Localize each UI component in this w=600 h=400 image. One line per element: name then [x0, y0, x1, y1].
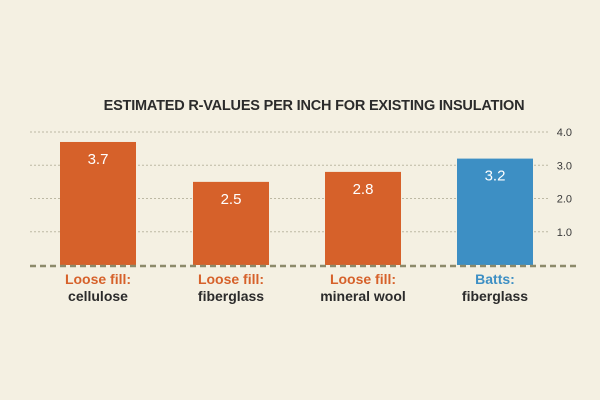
value-labels: 3.7 2.5 2.8 3.2: [88, 151, 506, 208]
y-tick-label: 4.0: [557, 127, 572, 139]
bar: [193, 181, 269, 265]
chart-title: ESTIMATED R-VALUES PER INCH FOR EXISTING…: [104, 98, 525, 114]
category-label-line2: fiberglass: [198, 288, 264, 304]
bar-value-label: 3.7: [88, 151, 109, 168]
category-label-line1: Loose fill:: [330, 271, 396, 287]
y-tick-label: 3.0: [557, 160, 572, 172]
category-label-line2: cellulose: [68, 288, 128, 304]
bar-value-label: 2.8: [353, 181, 374, 198]
category-label-line2: fiberglass: [462, 288, 528, 304]
y-tick-label: 2.0: [557, 194, 572, 206]
y-axis-ticks: 1.0 2.0 3.0 4.0: [557, 127, 572, 239]
category-label-line2: mineral wool: [320, 288, 406, 304]
category-label-line1: Loose fill:: [65, 271, 131, 287]
category-label-line1: Loose fill:: [198, 271, 264, 287]
bar: [60, 141, 136, 265]
bar-value-label: 2.5: [221, 191, 242, 208]
category-label-line1: Batts:: [475, 271, 515, 287]
y-tick-label: 1.0: [557, 227, 572, 239]
bar-value-label: 3.2: [485, 168, 506, 185]
bars: [60, 141, 533, 265]
bar: [457, 158, 533, 265]
bar: [325, 171, 401, 265]
